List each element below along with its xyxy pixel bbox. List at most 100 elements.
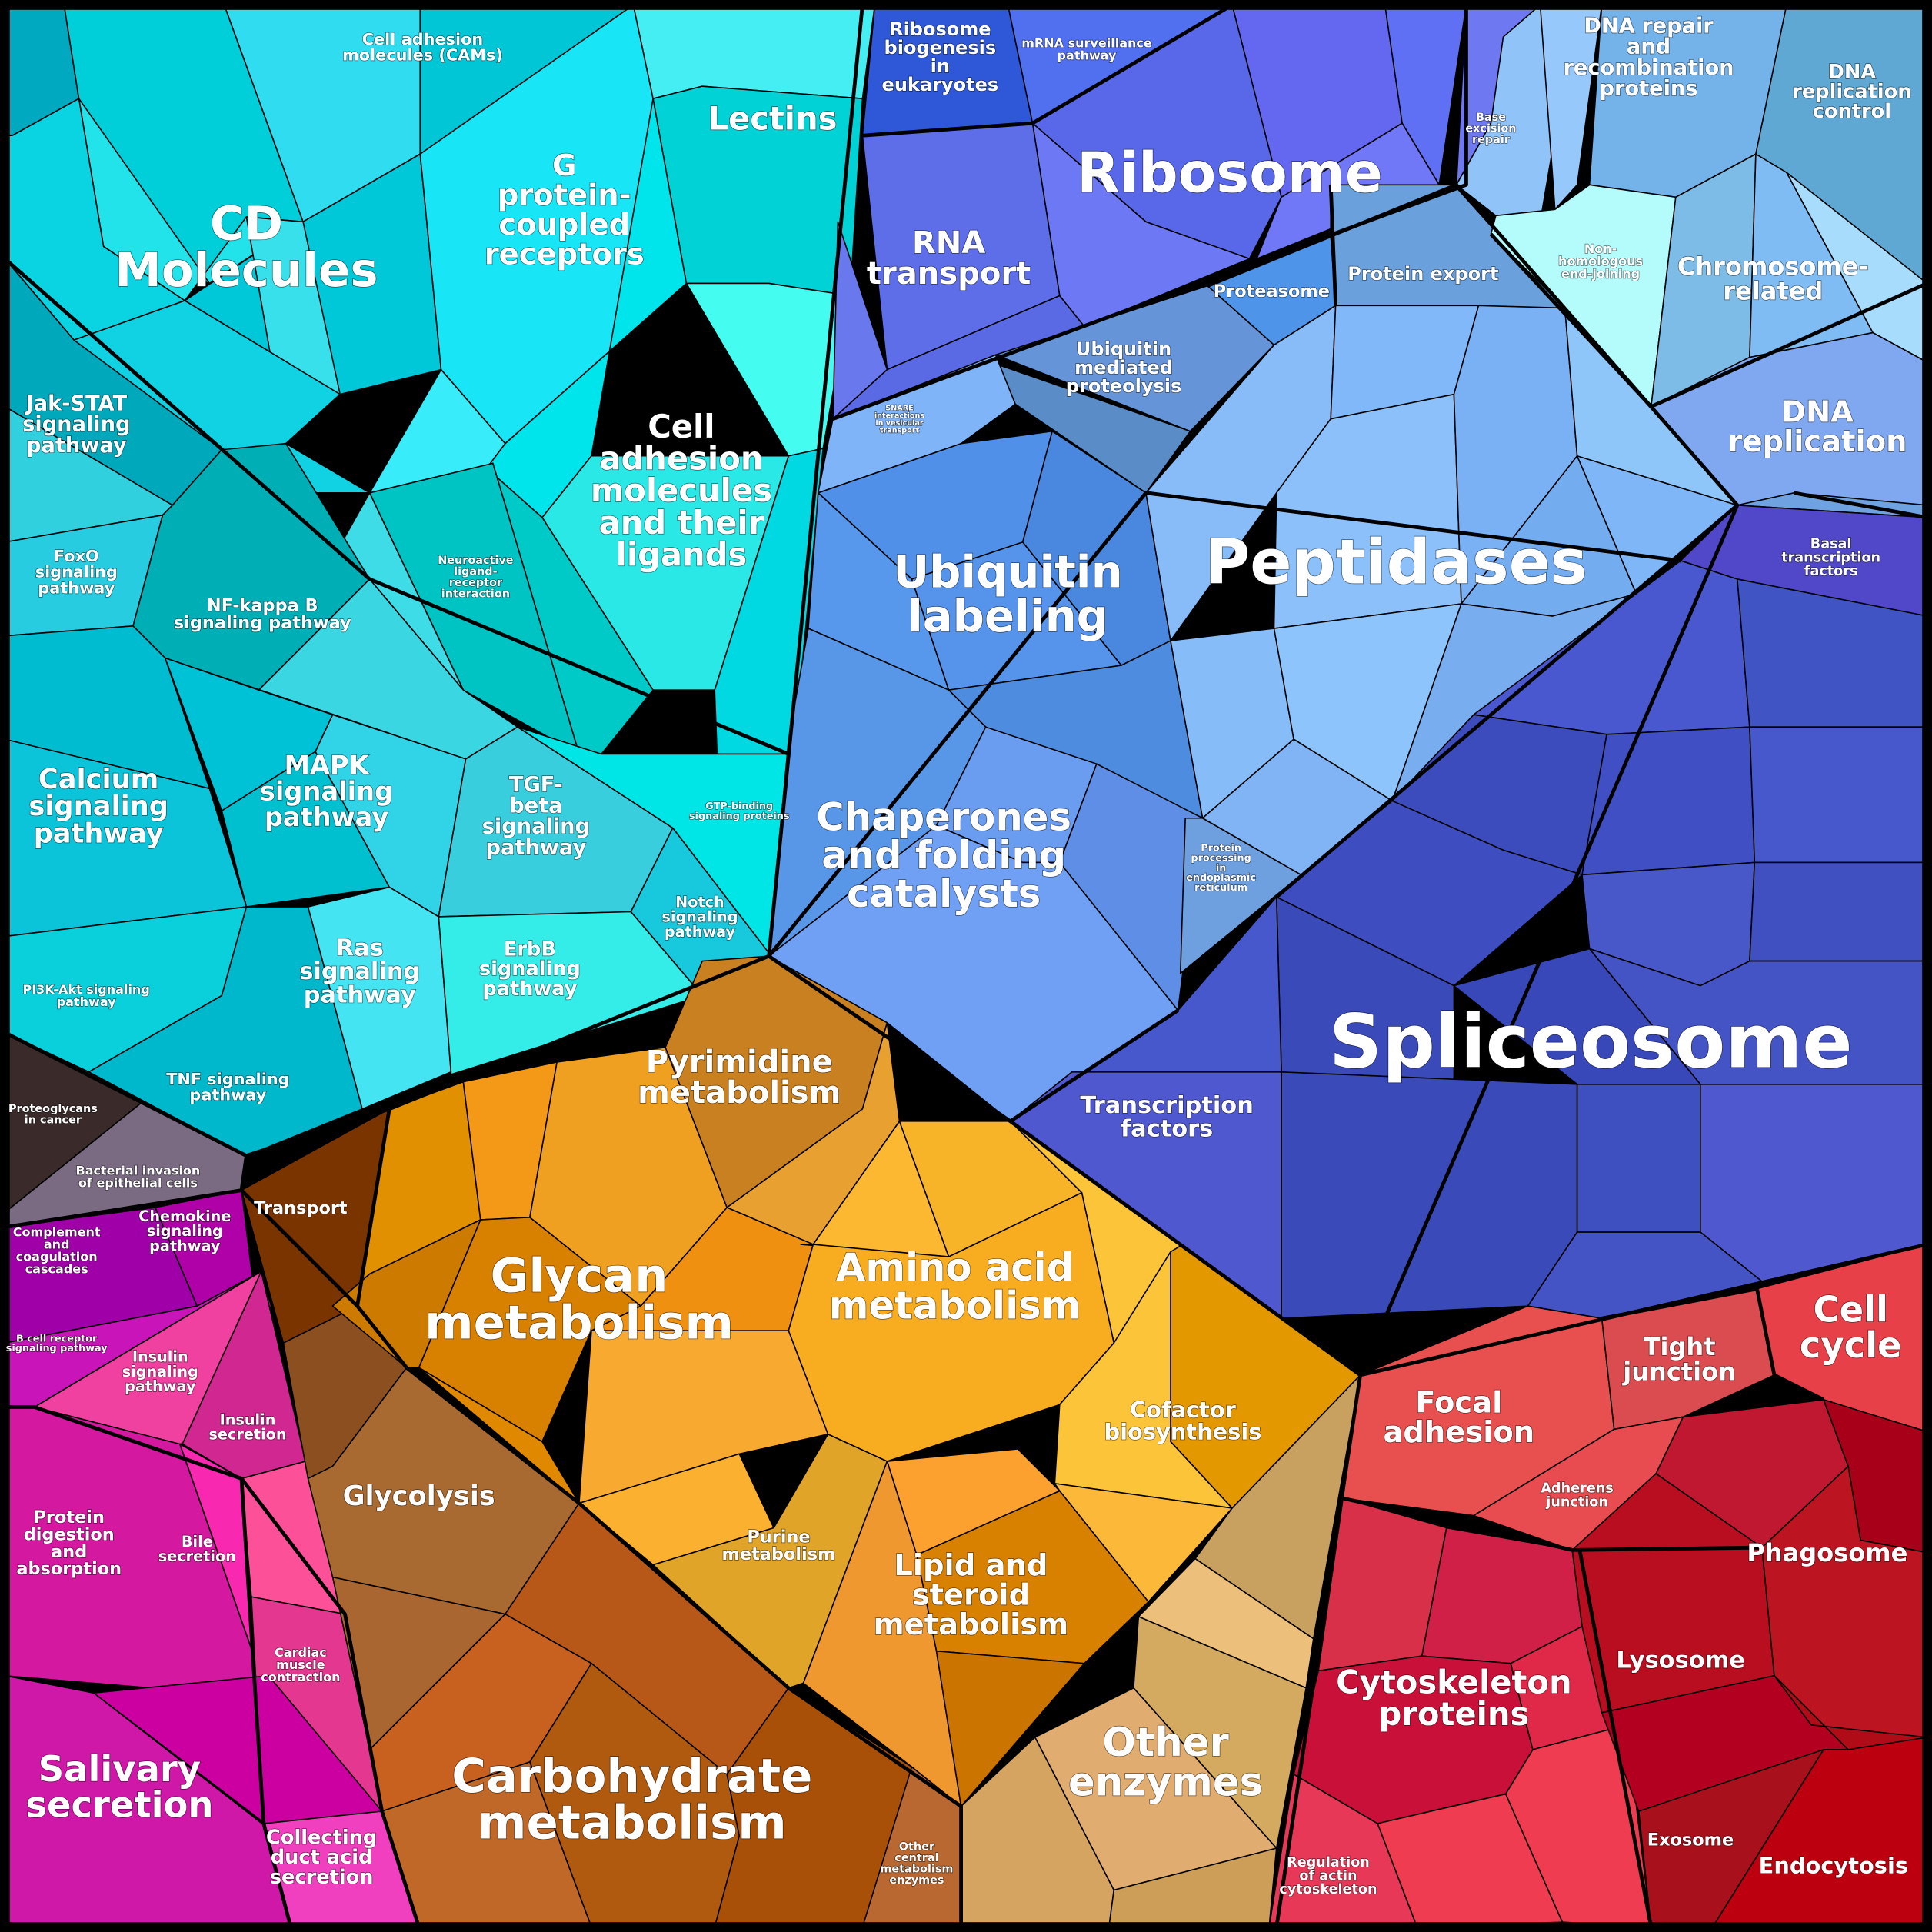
label-line: signaling	[661, 908, 738, 926]
label-line: mediated	[1074, 357, 1173, 378]
label-line: signaling proteins	[689, 811, 790, 822]
label-line: Lectins	[708, 99, 837, 137]
category-label: Insulin secretion	[208, 1411, 286, 1443]
label-line: signaling	[22, 413, 130, 437]
label-line: receptors	[485, 237, 645, 271]
label-line: Cell	[1814, 1288, 1888, 1330]
category-label: Complement and coagulation cascades	[13, 1225, 101, 1277]
voronoi-cell[interactable]	[578, 1330, 829, 1504]
label-line: signaling	[28, 791, 168, 822]
category-label: MAPK signaling pathway	[260, 751, 393, 832]
label-line: factors	[1121, 1115, 1213, 1142]
label-line: Insulin	[132, 1348, 188, 1366]
cell-layer	[4, 4, 1928, 1928]
category-border	[355, 1108, 391, 1307]
category-label: Cell adhesion molecules and their ligands	[591, 408, 772, 574]
label-line: pathway	[265, 802, 388, 832]
voronoi-cell[interactable]	[418, 1367, 580, 1504]
category-label: CD Molecules	[115, 196, 378, 298]
label-line: excision	[1465, 123, 1516, 135]
category-label: FoxO signaling pathway	[35, 547, 118, 598]
category-label: Focal adhesion	[1383, 1386, 1534, 1450]
category-label: Protein processing in endoplasmic reticulum	[1186, 843, 1256, 894]
label-line: metabolism	[478, 1796, 787, 1850]
category-border	[1489, 232, 1653, 408]
label-line: interaction	[441, 588, 510, 600]
label-line: Transport	[254, 1198, 348, 1218]
category-label: Cardiac muscle contraction	[261, 1645, 340, 1684]
label-line: proteins	[1600, 77, 1698, 101]
label-line: signaling pathway	[6, 1343, 108, 1354]
category-label: RNA transport	[867, 225, 1031, 291]
label-line: and	[51, 1542, 87, 1562]
label-line: junction	[1621, 1357, 1736, 1386]
category-label: Jak-STAT signaling pathway	[22, 391, 130, 457]
label-line: pathway	[189, 1086, 266, 1104]
category-label: Glycan metabolism	[425, 1248, 734, 1350]
label-line: secretion	[208, 1426, 286, 1444]
voronoi-cell[interactable]	[1749, 861, 1928, 962]
label-line: B cell receptor	[16, 1333, 98, 1344]
label-line: pathway	[486, 836, 587, 860]
label-line: beta	[509, 794, 562, 818]
label-line: replication	[1792, 81, 1911, 104]
voronoi-cell[interactable]	[935, 1650, 1085, 1807]
category-label: mRNA surveillance pathway	[1021, 36, 1152, 63]
category-label: Transport	[254, 1198, 348, 1218]
category-label: Regulation of actin cytoskeleton	[1279, 1855, 1377, 1897]
label-line: Cell adhesion	[362, 30, 483, 48]
category-border	[1577, 1549, 1654, 1928]
label-line: Cell	[648, 408, 715, 445]
category-border-layer	[3, 3, 1928, 1928]
label-line: Ubiquitin	[893, 546, 1122, 598]
category-label: Calcium signaling pathway	[28, 764, 168, 849]
category-label: Pyrimidine metabolism	[638, 1044, 841, 1111]
voronoi-cell[interactable]	[1749, 726, 1928, 864]
voronoi-cell[interactable]	[1576, 1083, 1701, 1233]
label-line: secretion	[25, 1784, 213, 1825]
label-line: pathway	[1058, 48, 1117, 63]
category-border	[1342, 1496, 1762, 1552]
voronoi-cell[interactable]	[768, 824, 1179, 1122]
label-line: Collecting	[266, 1827, 377, 1850]
label-line: repair	[1472, 134, 1511, 146]
label-line: Neuroactive	[438, 555, 514, 567]
label-line: enzymes	[889, 1874, 944, 1887]
label-line: biosynthesis	[1104, 1419, 1262, 1445]
category-border	[1328, 185, 1338, 306]
label-line: Base	[1476, 112, 1506, 124]
label-line: Protein export	[1347, 263, 1498, 285]
category-label: Proteoglycans in cancer	[8, 1103, 98, 1126]
category-label: Neuroactive ligand-receptor interaction	[438, 555, 514, 600]
label-line: Cardiac	[275, 1645, 327, 1660]
voronoi-cell[interactable]	[541, 455, 790, 691]
label-line: digestion	[24, 1524, 115, 1544]
label-line: Bacterial invasion	[75, 1164, 200, 1178]
label-line: Chemokine	[138, 1208, 231, 1225]
label-line: Protein	[34, 1507, 105, 1527]
label-line: Glycan	[490, 1248, 668, 1303]
label-line: Peptidases	[1205, 527, 1587, 598]
category-border	[767, 491, 1681, 958]
voronoi-cell[interactable]	[632, 4, 876, 99]
label-line: proteolysis	[1066, 375, 1182, 397]
category-label: Base excision repair	[1465, 112, 1516, 146]
label-line: absorption	[16, 1559, 122, 1579]
category-label: Amino acid metabolism	[829, 1245, 1081, 1328]
label-line: Non-	[1584, 242, 1617, 256]
label-line: metabolism	[638, 1075, 841, 1111]
category-label: SNARE interactions in vesicular transport	[874, 405, 924, 435]
voronoi-cell[interactable]	[817, 354, 1016, 494]
label-line: Notch	[675, 893, 724, 911]
voronoi-cell[interactable]	[1504, 1724, 1652, 1928]
category-label: Collecting duct acid secretion	[266, 1827, 377, 1889]
label-line: and	[44, 1237, 70, 1252]
label-line: DNA repair	[1584, 14, 1714, 38]
label-line: control	[1813, 100, 1891, 123]
label-line: signaling	[260, 776, 393, 806]
label-line: processing	[1191, 853, 1251, 864]
voronoi-cell[interactable]	[1281, 1071, 1578, 1319]
label-line: TGF-	[509, 773, 563, 797]
category-border	[1601, 1287, 1825, 1402]
